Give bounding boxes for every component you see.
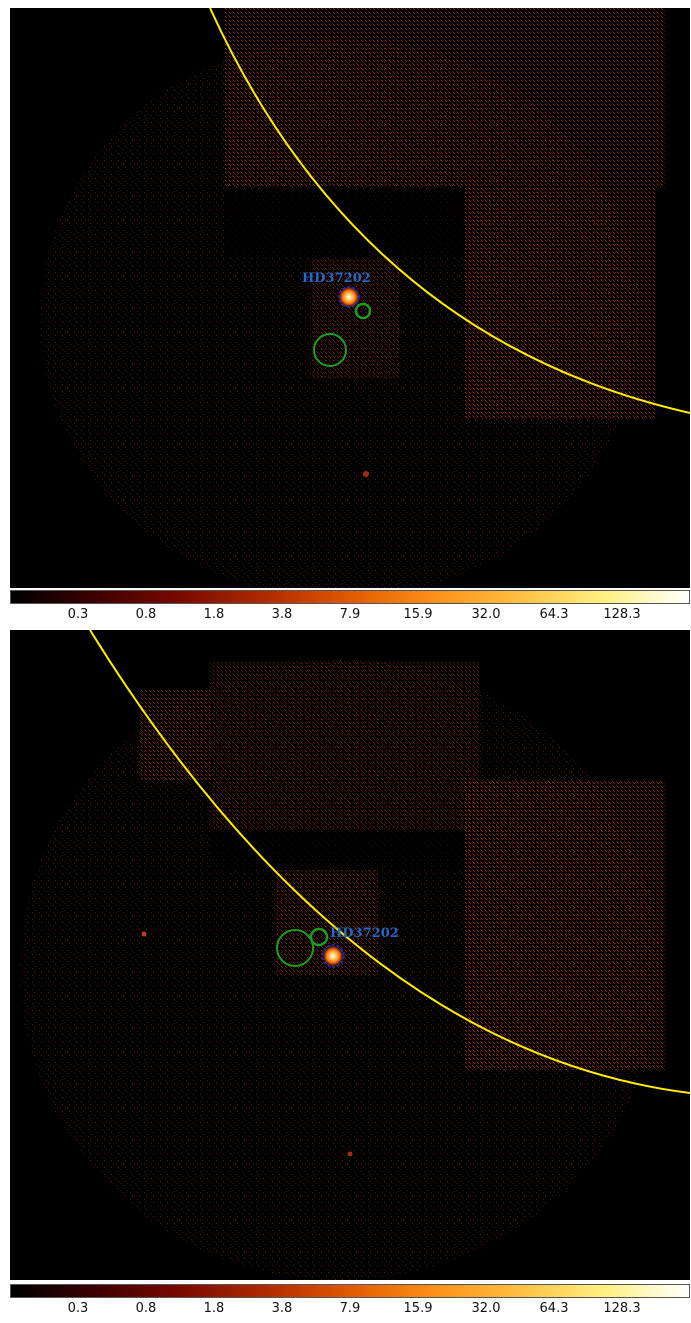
source-label: HD37202 [330,926,399,941]
colorbar-tick-label: 128.3 [603,1301,641,1316]
colorbar-tick-label: 128.3 [603,607,641,622]
bright-chip-region [210,660,480,830]
background-region-small [309,927,329,947]
colorbar-bottom [10,1284,690,1298]
background-region-small [354,302,372,320]
colorbar-tick-label: 7.9 [339,607,361,622]
colorbar-tick-label: 64.3 [539,607,569,622]
xray-source [321,944,345,968]
colorbar-tick-label: 15.9 [403,607,433,622]
colorbar-top [10,590,690,604]
faint-source [347,1151,353,1157]
central-chip-region [310,258,400,378]
colorbar-tick-label: 0.8 [135,1301,157,1316]
colorbar-tick-label: 7.9 [339,1301,361,1316]
xray-image-panel-top: HD37202 [10,8,690,588]
colorbar-tick-label: 64.3 [539,1301,569,1316]
colorbar-ticks-bottom: 0.3 0.8 1.8 3.8 7.9 15.9 32.0 64.3 128.3 [10,1301,690,1319]
faint-source [141,931,147,937]
bright-chip-region [465,188,655,418]
bright-chip-region [465,780,665,1070]
colorbar-tick-label: 32.0 [471,607,501,622]
xray-image-top: HD37202 [10,8,690,588]
colorbar-ticks-top: 0.3 0.8 1.8 3.8 7.9 15.9 32.0 64.3 128.3 [10,607,690,625]
dark-chip-block [225,186,465,258]
boundary-arc [209,8,690,414]
xray-image-panel-bottom: HD37202 [10,630,690,1280]
colorbar-tick-label: 1.8 [203,607,225,622]
colorbar-tick-label: 15.9 [403,1301,433,1316]
background-region-large [276,929,314,967]
dark-chip-block [210,830,465,870]
xray-image-bottom: HD37202 [10,630,690,1280]
bright-chip-region [140,690,210,780]
faint-source [363,471,369,477]
colorbar-tick-label: 1.8 [203,1301,225,1316]
colorbar-tick-label: 0.8 [135,607,157,622]
source-label: HD37202 [302,271,371,286]
colorbar-tick-label: 0.3 [67,1301,89,1316]
colorbar-tick-label: 3.8 [271,607,293,622]
colorbar-tick-label: 0.3 [67,607,89,622]
xray-source [337,285,361,309]
source-region-circle [338,286,360,308]
source-region-circle [321,944,345,968]
colorbar-tick-label: 3.8 [271,1301,293,1316]
boundary-arc [89,630,690,1094]
background-region-large [313,333,347,367]
bright-chip-region [225,8,665,188]
colorbar-tick-label: 32.0 [471,1301,501,1316]
